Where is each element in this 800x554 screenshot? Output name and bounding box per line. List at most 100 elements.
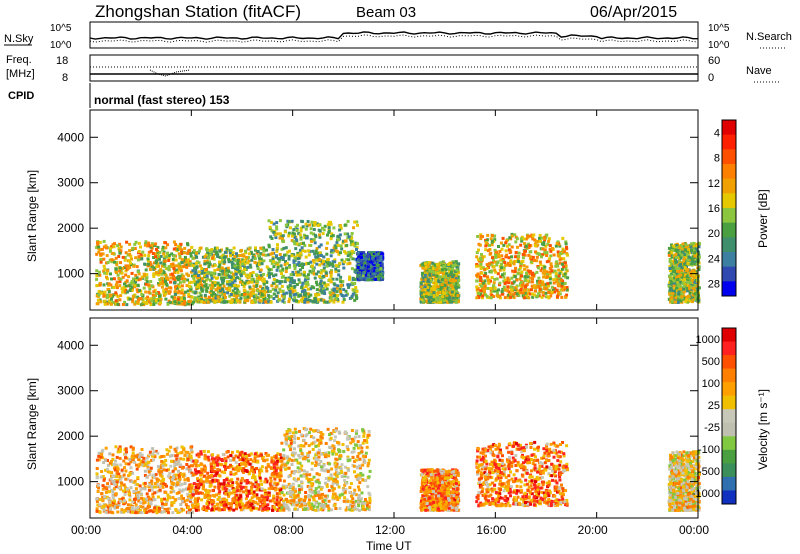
data-cell bbox=[116, 273, 120, 277]
data-cell bbox=[164, 297, 168, 301]
data-cell bbox=[678, 258, 681, 262]
data-cell bbox=[162, 282, 166, 286]
cpid-text: normal (fast stereo) 153 bbox=[94, 93, 230, 107]
data-cell bbox=[170, 295, 174, 299]
colorbar-swatch bbox=[722, 222, 736, 238]
data-cell bbox=[481, 266, 485, 270]
data-cell bbox=[147, 254, 151, 258]
data-cell bbox=[380, 251, 384, 255]
data-cell bbox=[479, 284, 483, 288]
data-cell bbox=[671, 292, 675, 296]
data-cell bbox=[422, 286, 425, 290]
data-cell bbox=[485, 238, 489, 242]
data-cell bbox=[564, 264, 568, 268]
data-cell bbox=[208, 253, 212, 257]
data-cell bbox=[428, 275, 432, 279]
data-cell bbox=[477, 248, 480, 252]
data-cell bbox=[205, 289, 209, 293]
data-cell bbox=[505, 263, 509, 267]
data-cell bbox=[95, 284, 99, 288]
data-cell bbox=[243, 292, 246, 296]
data-cell bbox=[178, 275, 182, 279]
data-cell bbox=[229, 254, 232, 258]
data-cell bbox=[211, 298, 215, 302]
data-cell bbox=[223, 260, 227, 264]
data-cell bbox=[334, 267, 338, 271]
data-cell bbox=[219, 276, 223, 280]
data-cell bbox=[500, 290, 504, 294]
data-cell bbox=[444, 268, 448, 272]
data-cell bbox=[196, 283, 200, 287]
data-cell bbox=[548, 277, 552, 281]
data-cell bbox=[676, 300, 680, 304]
data-cell bbox=[378, 260, 382, 264]
nsky-label: N.Sky bbox=[4, 33, 34, 45]
data-cell bbox=[425, 282, 429, 286]
data-cell bbox=[110, 258, 114, 262]
data-cell bbox=[356, 242, 359, 246]
data-cell bbox=[476, 235, 480, 238]
data-cell bbox=[220, 266, 224, 270]
data-cell bbox=[339, 251, 342, 255]
data-cell bbox=[246, 265, 250, 269]
power-scatter bbox=[95, 219, 701, 307]
data-cell bbox=[364, 257, 368, 261]
data-cell bbox=[684, 261, 688, 265]
data-cell bbox=[219, 297, 223, 301]
data-cell bbox=[232, 298, 236, 302]
data-cell bbox=[274, 233, 278, 237]
data-cell bbox=[455, 272, 459, 276]
data-cell bbox=[307, 253, 311, 257]
noise-tick-right-bottom: 10^0 bbox=[708, 40, 730, 51]
data-cell bbox=[676, 255, 680, 259]
data-cell bbox=[267, 300, 271, 304]
data-cell bbox=[363, 261, 367, 265]
data-cell bbox=[186, 278, 190, 282]
data-cell bbox=[195, 280, 199, 284]
data-cell bbox=[513, 259, 517, 263]
data-cell bbox=[301, 225, 305, 229]
data-cell bbox=[420, 271, 424, 275]
data-cell bbox=[248, 287, 252, 291]
data-cell bbox=[525, 265, 529, 269]
data-cell bbox=[232, 276, 236, 280]
data-cell bbox=[318, 235, 322, 239]
data-cell bbox=[314, 298, 318, 302]
data-cell bbox=[116, 302, 120, 306]
data-cell bbox=[308, 269, 312, 273]
data-cell bbox=[673, 254, 677, 258]
data-cell bbox=[120, 287, 124, 291]
data-cell bbox=[114, 293, 118, 297]
data-cell bbox=[260, 292, 264, 296]
data-cell bbox=[162, 252, 166, 256]
data-cell bbox=[545, 271, 549, 275]
data-cell bbox=[294, 292, 298, 296]
data-cell bbox=[524, 244, 528, 248]
data-cell bbox=[125, 303, 129, 307]
data-cell bbox=[479, 276, 483, 279]
data-cell bbox=[268, 274, 271, 278]
data-cell bbox=[319, 254, 323, 257]
data-cell bbox=[229, 248, 233, 252]
data-cell bbox=[348, 283, 352, 287]
data-cell bbox=[202, 280, 206, 284]
data-cell bbox=[530, 273, 534, 277]
data-cell bbox=[194, 271, 198, 275]
data-cell bbox=[454, 289, 458, 293]
data-cell bbox=[271, 287, 275, 291]
data-cell bbox=[530, 284, 534, 288]
data-cell bbox=[555, 279, 559, 283]
data-cell bbox=[216, 286, 220, 290]
data-cell bbox=[524, 290, 528, 294]
data-cell bbox=[205, 247, 209, 251]
data-cell bbox=[150, 284, 154, 288]
data-cell bbox=[420, 285, 424, 289]
data-cell bbox=[231, 272, 235, 276]
data-cell bbox=[205, 267, 208, 271]
data-cell bbox=[119, 294, 123, 298]
data-cell bbox=[284, 276, 288, 280]
data-cell bbox=[347, 250, 351, 254]
data-cell bbox=[361, 257, 365, 261]
data-cell bbox=[293, 235, 297, 239]
data-cell bbox=[168, 507, 172, 511]
